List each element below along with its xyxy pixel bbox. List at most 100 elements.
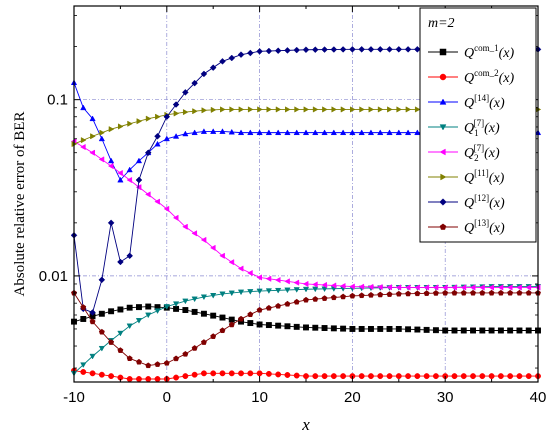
data-point-q12 xyxy=(144,149,152,157)
data-point-q7_1 xyxy=(219,291,226,298)
data-point-q13 xyxy=(265,304,272,311)
data-point-com2 xyxy=(136,376,142,382)
data-point-q12 xyxy=(284,47,291,54)
data-point-q14 xyxy=(404,129,412,136)
data-point-q11 xyxy=(312,106,319,113)
data-point-q7_2 xyxy=(321,281,327,289)
data-point-q7_1 xyxy=(200,294,208,301)
data-point-q13 xyxy=(525,289,532,296)
data-point-q13 xyxy=(80,304,87,310)
data-point-q12 xyxy=(135,176,143,184)
legend-label: Q[14](x) xyxy=(464,93,505,111)
data-point-q13 xyxy=(210,333,217,339)
x-tick-label: 10 xyxy=(251,389,268,406)
data-point-q13 xyxy=(293,298,300,305)
data-point-com2 xyxy=(154,376,161,382)
data-point-com1 xyxy=(479,327,486,334)
data-point-q12 xyxy=(302,46,310,54)
data-point-com1 xyxy=(423,326,430,333)
data-point-q12 xyxy=(274,47,282,55)
legend-label: Q[11](x) xyxy=(464,168,505,186)
data-point-com1 xyxy=(275,322,282,329)
data-point-q7_2 xyxy=(516,284,522,291)
legend-marker xyxy=(439,198,447,206)
legend-entry-q13: Q[13](x) xyxy=(428,218,505,236)
data-point-q12 xyxy=(107,219,115,227)
data-point-q13 xyxy=(98,328,105,335)
data-point-com2 xyxy=(145,376,152,382)
data-point-q12 xyxy=(367,46,375,53)
data-point-com1 xyxy=(200,310,207,317)
legend-marker xyxy=(439,223,447,230)
data-point-q11 xyxy=(210,106,217,114)
data-point-com1 xyxy=(488,327,495,334)
data-point-com1 xyxy=(136,304,142,311)
data-point-q7_1 xyxy=(302,286,310,293)
data-point-com1 xyxy=(414,326,421,333)
data-point-q7_2 xyxy=(284,278,290,285)
data-point-q7_1 xyxy=(256,288,263,295)
data-point-q13 xyxy=(479,289,486,296)
data-point-q14 xyxy=(107,157,115,164)
data-point-com1 xyxy=(321,325,328,331)
data-point-com2 xyxy=(228,370,235,377)
series-com1 xyxy=(71,303,541,334)
data-point-com2 xyxy=(108,373,115,380)
legend-marker xyxy=(439,48,447,56)
data-point-q12 xyxy=(126,252,134,260)
data-point-q7_2 xyxy=(247,269,253,277)
data-point-com1 xyxy=(507,327,514,334)
data-point-q7_2 xyxy=(80,143,86,151)
data-point-q12 xyxy=(404,46,412,53)
data-point-q13 xyxy=(219,327,226,334)
data-point-q7_2 xyxy=(191,230,198,237)
data-point-q7_1 xyxy=(145,312,152,319)
data-point-q13 xyxy=(154,361,161,367)
data-point-q11 xyxy=(238,106,245,113)
data-point-q13 xyxy=(135,358,142,365)
data-point-com2 xyxy=(497,373,504,380)
data-point-q14 xyxy=(414,129,421,136)
data-point-com2 xyxy=(507,373,514,380)
data-point-q11 xyxy=(257,106,263,113)
data-point-q7_1 xyxy=(228,290,235,297)
data-point-com1 xyxy=(368,325,374,332)
data-point-q13 xyxy=(126,355,133,362)
data-point-q7_2 xyxy=(441,284,448,291)
data-point-q11 xyxy=(359,106,365,113)
data-point-q7_2 xyxy=(228,259,235,266)
data-point-q12 xyxy=(89,309,96,316)
data-point-q13 xyxy=(228,321,235,328)
data-point-com2 xyxy=(516,373,523,380)
data-point-q14 xyxy=(358,129,365,136)
data-point-q13 xyxy=(470,289,477,296)
data-point-q11 xyxy=(145,115,152,122)
data-point-q11 xyxy=(340,106,347,113)
data-point-q13 xyxy=(395,290,402,297)
legend-title: m=2 xyxy=(428,16,455,31)
data-point-com1 xyxy=(284,323,291,330)
data-point-q7_2 xyxy=(377,283,383,291)
data-point-q7_2 xyxy=(126,176,133,184)
data-point-q14 xyxy=(284,129,291,136)
data-point-com2 xyxy=(247,370,254,377)
data-point-com2 xyxy=(460,373,467,380)
x-tick-label: 40 xyxy=(530,389,547,406)
data-point-q14 xyxy=(367,129,375,136)
data-point-q7_2 xyxy=(117,169,123,177)
data-point-q12 xyxy=(265,47,273,55)
data-point-q12 xyxy=(358,46,366,53)
data-point-q11 xyxy=(220,106,226,113)
data-point-q12 xyxy=(209,64,217,71)
data-point-q13 xyxy=(284,300,291,307)
data-point-q11 xyxy=(322,106,328,113)
data-point-q11 xyxy=(127,120,133,127)
legend-marker xyxy=(439,124,447,131)
legend-entry-com2: Qcom_2(x) xyxy=(428,68,515,86)
data-point-q13 xyxy=(247,311,254,318)
data-point-com1 xyxy=(349,325,356,332)
data-point-q7_2 xyxy=(358,283,365,290)
data-point-q11 xyxy=(99,129,106,136)
data-point-com1 xyxy=(312,324,319,331)
data-point-q13 xyxy=(303,296,309,303)
